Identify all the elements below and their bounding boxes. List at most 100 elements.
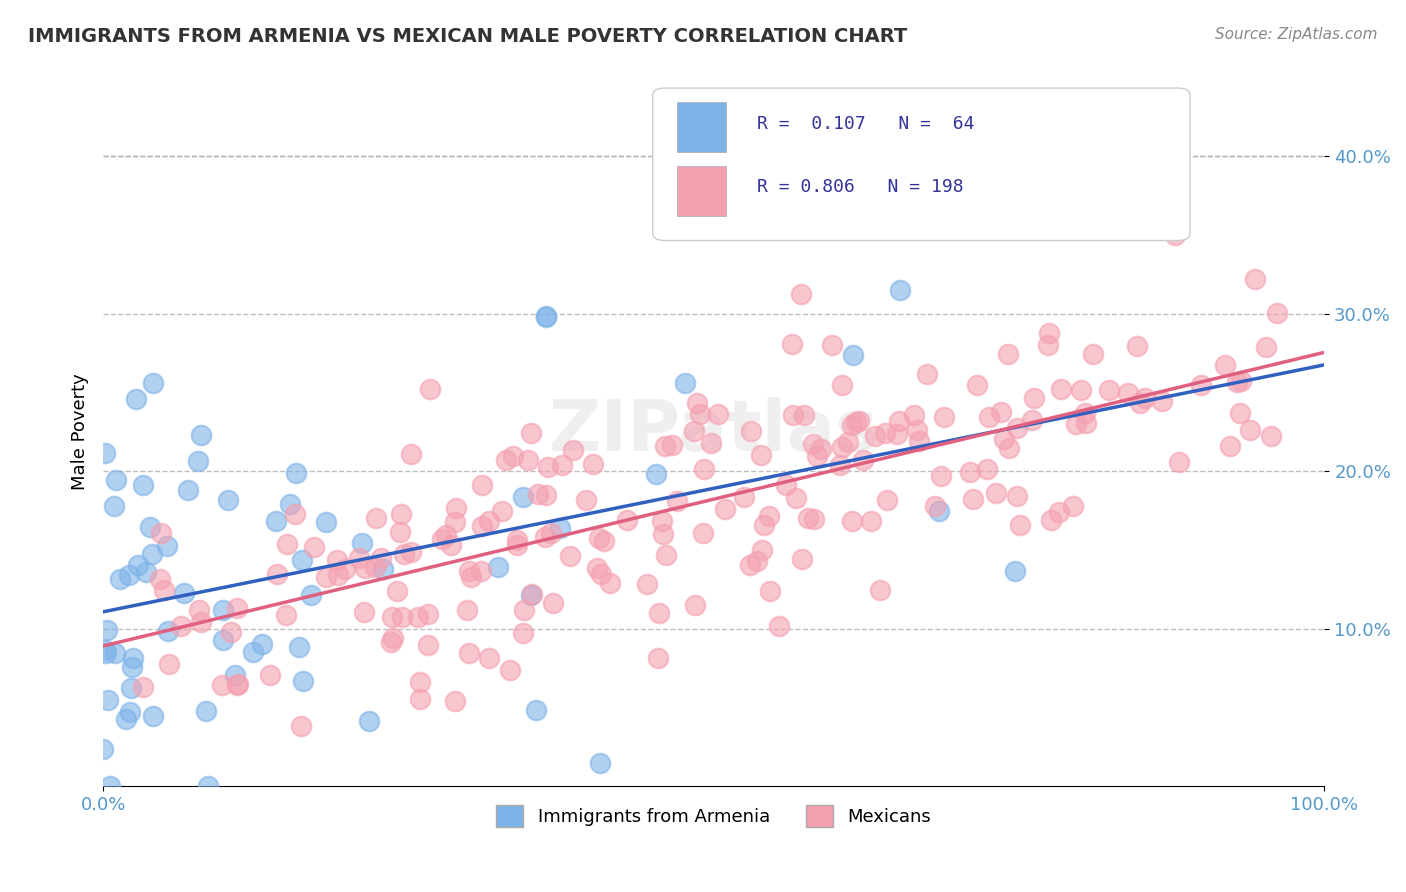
Point [775,478,797,492]
Point [1049,505,1071,519]
Point [841,418,863,433]
Point [1070,383,1092,397]
Point [793,408,815,422]
Point [831,378,853,392]
Point [1150,394,1173,409]
Point [225,601,247,615]
Point [558,549,581,564]
Point [278,497,301,511]
Point [364,511,387,525]
Point [733,490,755,504]
Point [287,640,309,654]
Point [520,425,543,440]
Point [211,632,233,647]
Point [752,517,775,532]
Point [1230,374,1253,388]
Point [863,429,886,443]
Point [104,646,127,660]
Point [97,693,120,707]
Point [990,405,1012,419]
Point [1244,272,1267,286]
Point [430,532,453,546]
Point [541,596,564,610]
Point [224,667,246,681]
Point [96,647,118,661]
Point [120,705,142,719]
Point [536,310,558,324]
Point [887,414,910,428]
Point [751,448,773,462]
Point [188,603,211,617]
Text: Source: ZipAtlas.com: Source: ZipAtlas.com [1215,27,1378,42]
Point [1005,421,1028,435]
Point [599,576,621,591]
Point [266,567,288,582]
Point [117,567,139,582]
Point [416,638,439,652]
Point [665,494,688,508]
Point [1229,406,1251,420]
Point [1265,306,1288,320]
Point [352,536,374,550]
Point [533,530,555,544]
Point [187,454,209,468]
Point [644,467,666,481]
Point [997,442,1019,456]
Point [1038,338,1060,352]
Y-axis label: Male Poverty: Male Poverty [72,374,89,491]
Point [380,610,402,624]
Point [471,478,494,492]
Point [1038,326,1060,340]
Point [873,426,896,441]
Point [1260,429,1282,443]
Point [520,588,543,602]
Point [460,570,482,584]
Point [512,490,534,504]
Point [516,452,538,467]
Point [810,442,832,456]
Point [683,598,706,612]
Point [149,572,172,586]
Point [125,392,148,407]
Point [588,531,610,545]
Point [385,584,408,599]
Point [110,572,132,586]
Point [1116,386,1139,401]
Point [153,582,176,597]
Point [121,650,143,665]
Text: R =  0.107   N =  64: R = 0.107 N = 64 [756,114,974,133]
Point [170,619,193,633]
Point [478,651,501,665]
Point [444,501,467,516]
Point [120,681,142,695]
Point [217,493,239,508]
Point [409,675,432,690]
Point [389,525,412,540]
Point [299,588,322,602]
Point [740,424,762,438]
Point [852,452,875,467]
Point [434,528,457,542]
Point [456,603,478,617]
Point [651,527,673,541]
Point [197,780,219,794]
Point [889,283,911,297]
Text: R = 0.806   N = 198: R = 0.806 N = 198 [756,178,963,196]
Point [470,564,492,578]
Point [768,618,790,632]
Point [105,473,128,487]
Point [513,603,536,617]
Point [276,537,298,551]
Point [1076,416,1098,430]
Point [290,719,312,733]
Point [682,424,704,438]
Point [803,512,825,526]
Point [550,458,572,472]
Point [524,703,547,717]
Point [1004,564,1026,578]
Text: IMMIGRANTS FROM ARMENIA VS MEXICAN MALE POVERTY CORRELATION CHART: IMMIGRANTS FROM ARMENIA VS MEXICAN MALE … [28,27,907,45]
Point [915,367,938,381]
Point [114,712,136,726]
Point [693,461,716,475]
Point [399,447,422,461]
